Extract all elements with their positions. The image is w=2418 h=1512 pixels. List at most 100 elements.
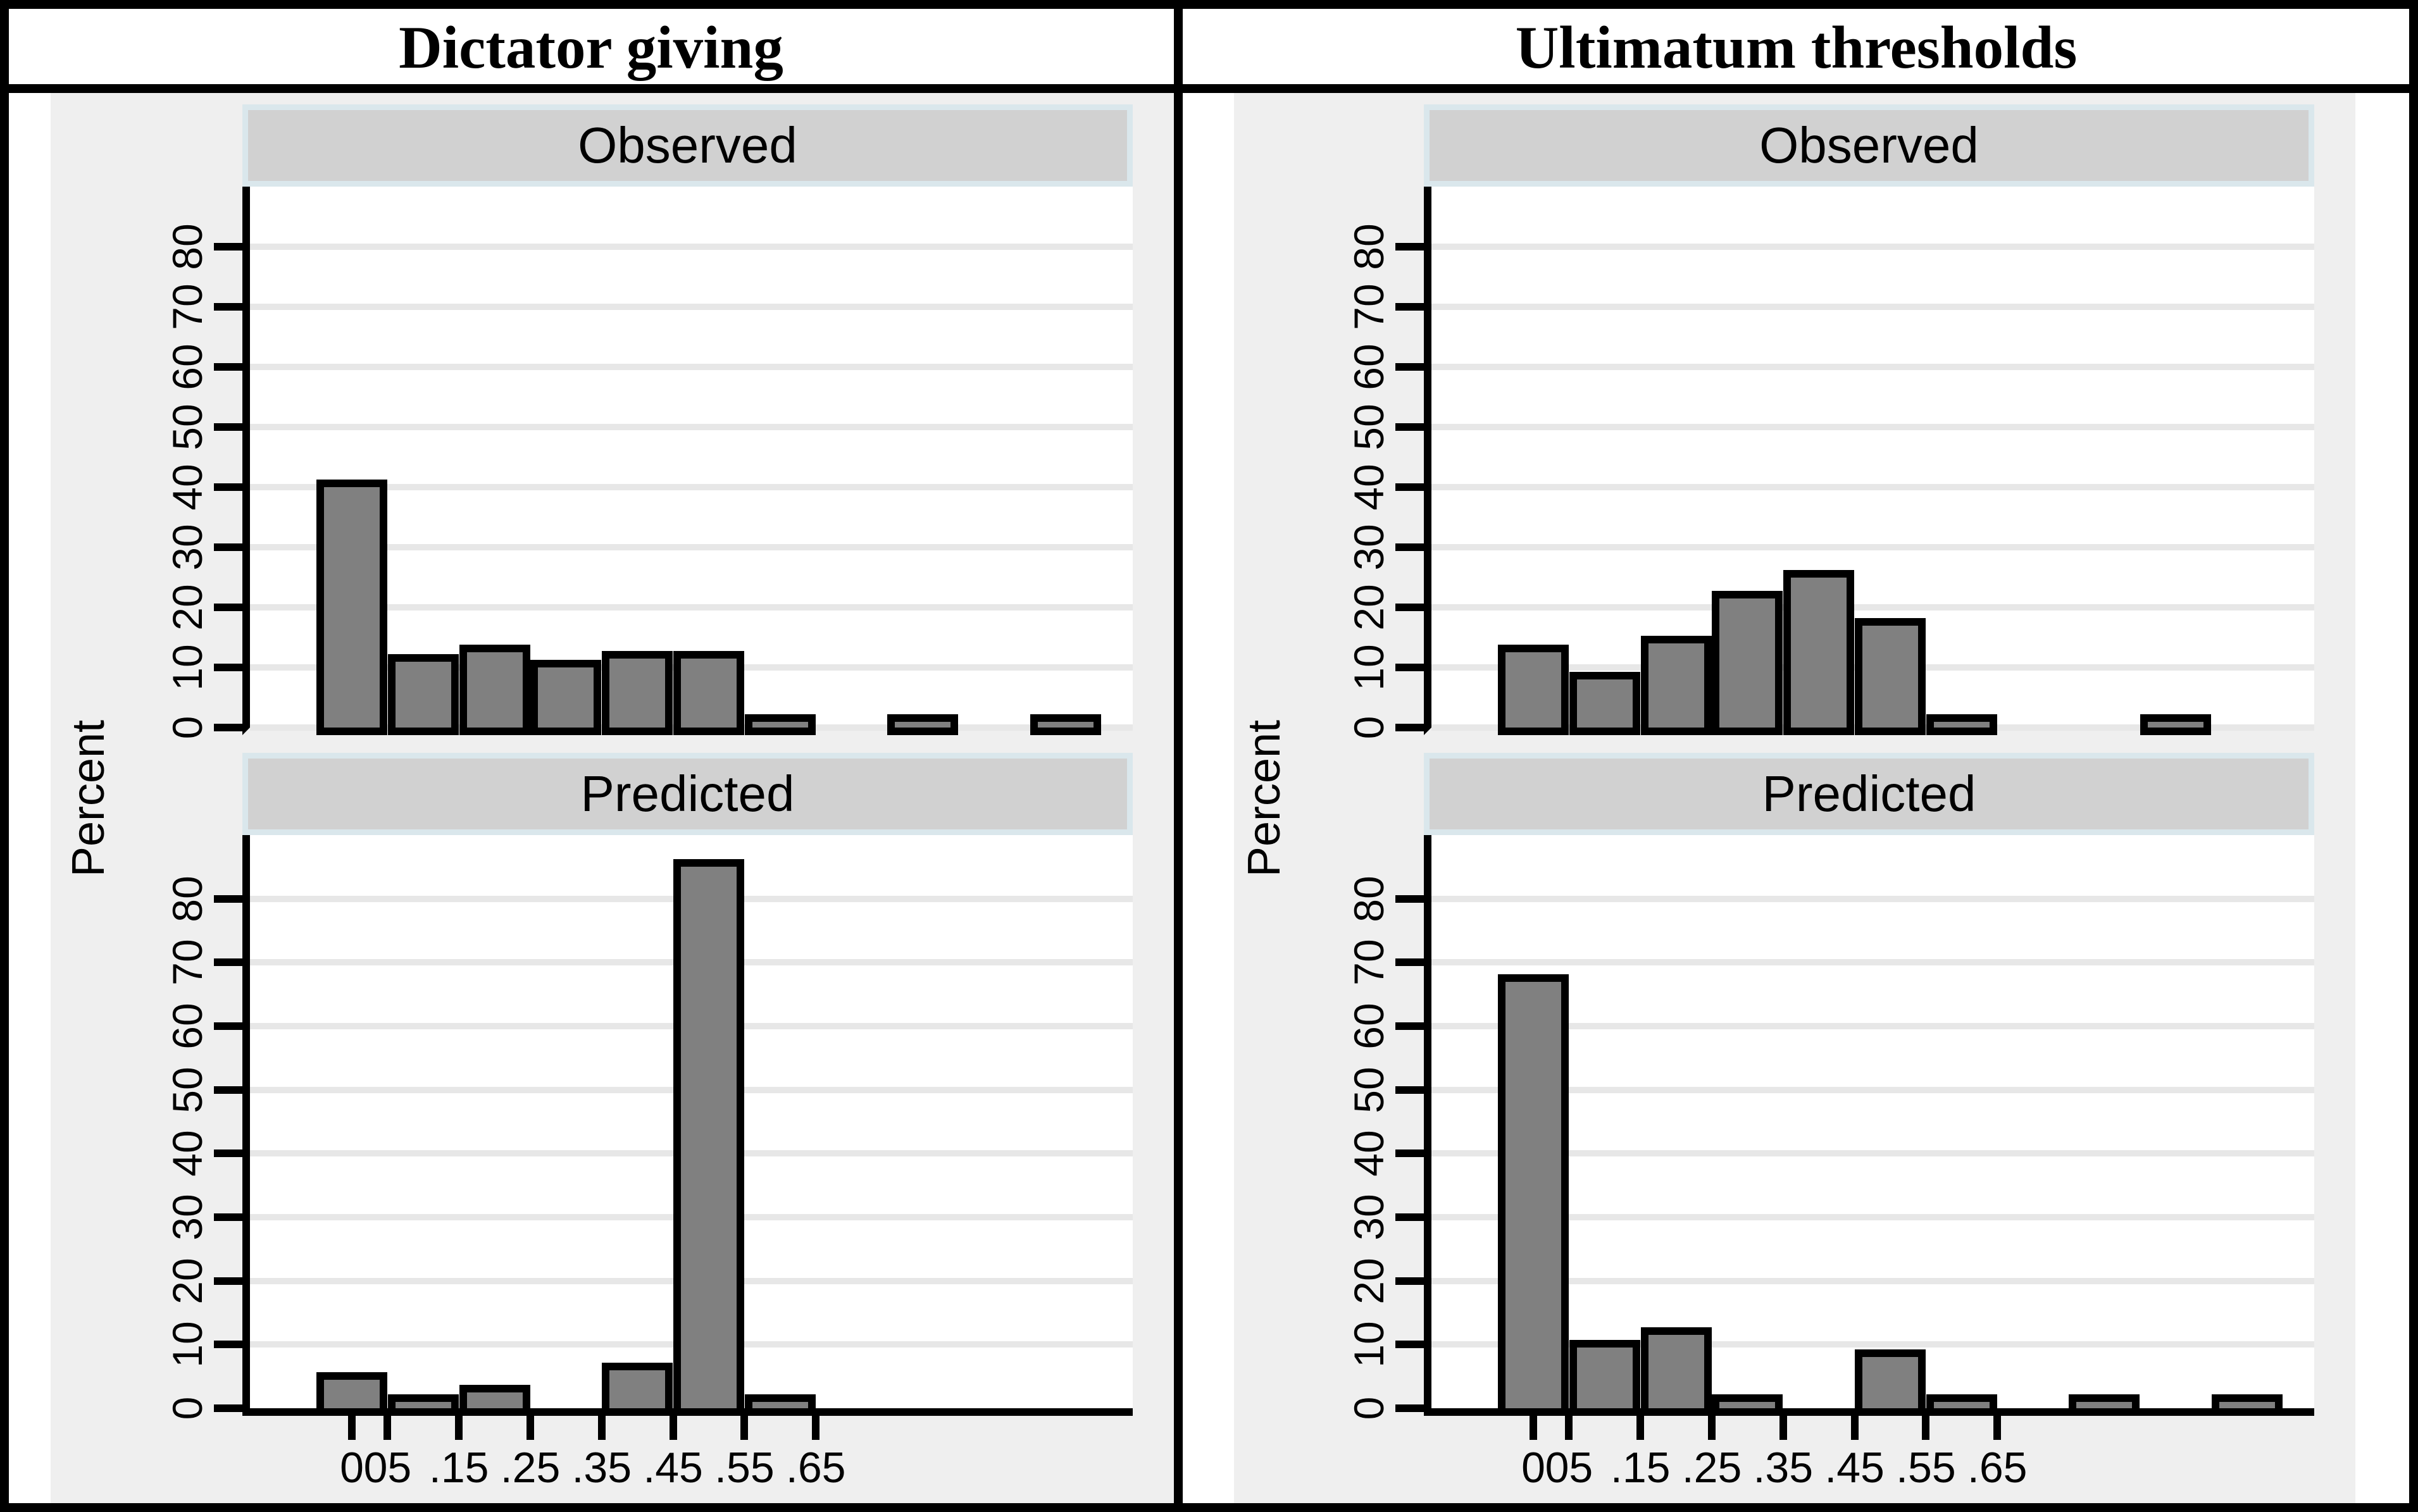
frame-bottom-border (0, 1503, 2418, 1512)
gridline-y70 (1431, 304, 2314, 310)
x-tick (383, 1416, 392, 1440)
histogram-bar-x0.2 (459, 1384, 530, 1416)
y-tick-label: 30 (164, 524, 211, 571)
y-tick-label: 70 (164, 939, 211, 986)
x-tick (597, 1416, 606, 1440)
y-tick (214, 1213, 242, 1221)
y-tick-label: 30 (164, 1194, 211, 1241)
y-tick (1395, 303, 1424, 311)
y-axis-title-left: Percent (63, 719, 114, 877)
gridline-y20 (250, 604, 1133, 610)
y-tick-label: 20 (164, 584, 211, 631)
histogram-bar-x0.8 (887, 714, 959, 735)
histogram-bar-x0 (1498, 645, 1569, 735)
histogram-bar-x0.6 (744, 714, 816, 735)
y-tick (1395, 243, 1424, 251)
histogram-bar-x0.1 (1569, 672, 1640, 735)
x-tick-label: .55 (1896, 1444, 1956, 1492)
y-tick-label: 80 (164, 875, 211, 922)
gridline-y50 (250, 424, 1133, 430)
x-tick (1530, 1416, 1537, 1440)
gridline-y10 (1431, 1341, 2314, 1348)
histogram-bar-x0.2 (1640, 1327, 1712, 1416)
x-tick-label: .45 (1824, 1444, 1885, 1492)
histogram-bar-x0.4 (602, 1362, 673, 1416)
histogram-bar-x0 (316, 1372, 387, 1416)
x-tick-label: .15 (428, 1444, 489, 1492)
histogram-bar-x0.1 (387, 1394, 459, 1416)
y-tick (1395, 483, 1424, 491)
y-tick (1395, 1149, 1424, 1158)
histogram-bar-x0.5 (1855, 617, 1926, 735)
histogram-bar-x0.5 (673, 859, 744, 1416)
y-tick-label: 0 (164, 716, 211, 740)
y-tick-label: 40 (1345, 464, 1392, 511)
gridline-y60 (1431, 364, 2314, 370)
y-tick-label: 10 (1345, 1321, 1392, 1368)
x-tick (1850, 1416, 1859, 1440)
column-divider (1174, 0, 1183, 1512)
y-tick (1395, 1341, 1424, 1349)
gridline-y20 (1431, 604, 2314, 610)
histogram-bar-x0.6 (1926, 1394, 1997, 1416)
y-tick (1395, 664, 1424, 671)
histogram-bar-x0 (316, 480, 387, 735)
y-tick-label: 40 (1345, 1130, 1392, 1177)
histogram-bar-x1 (2212, 1394, 2283, 1416)
gridline-y80 (1431, 895, 2314, 902)
gridline-y30 (1431, 544, 2314, 550)
gridline-y80 (1431, 244, 2314, 250)
y-tick (214, 724, 242, 731)
y-tick-label: 10 (1345, 644, 1392, 691)
gridline-y20 (1431, 1277, 2314, 1284)
x-tick (1565, 1416, 1573, 1440)
gridline-y30 (250, 544, 1133, 550)
x-tick-label: .35 (1753, 1444, 1814, 1492)
frame-top-border (0, 0, 2418, 9)
gridline-y40 (1431, 1150, 2314, 1157)
y-tick (214, 363, 242, 371)
x-tick-label: .15 (1610, 1444, 1671, 1492)
y-tick-label: 80 (1345, 223, 1392, 270)
x-tick-label: .65 (1967, 1444, 2028, 1492)
y-tick (214, 1277, 242, 1285)
y-tick-label: 60 (164, 1003, 211, 1050)
y-tick-label: 40 (164, 1130, 211, 1177)
x-tick (1993, 1416, 2002, 1440)
y-tick-label: 0 (1345, 716, 1392, 740)
y-tick-label: 60 (164, 344, 211, 390)
x-tick (1708, 1416, 1716, 1440)
y-axis-title-right: Percent (1239, 719, 1290, 877)
histogram-bar-x0.3 (1712, 1394, 1783, 1416)
histogram-bar-x0.3 (530, 660, 602, 735)
gridline-y70 (250, 304, 1133, 310)
gridline-y80 (250, 244, 1133, 250)
panel-header-observed-left: Observed (242, 104, 1133, 187)
x-tick (669, 1416, 677, 1440)
gridline-y40 (250, 484, 1133, 490)
histogram-bar-x0.2 (1640, 636, 1712, 735)
y-tick (1395, 604, 1424, 611)
y-tick (214, 423, 242, 431)
y-tick-label: 0 (1345, 1396, 1392, 1420)
y-tick (214, 243, 242, 251)
gridline-y60 (250, 364, 1133, 370)
y-tick (1395, 423, 1424, 431)
histogram-bar-x0.5 (673, 650, 744, 735)
y-tick-label: 20 (1345, 1257, 1392, 1304)
y-tick-label: 30 (1345, 524, 1392, 571)
x-tick-label: .35 (571, 1444, 632, 1492)
frame-left-border (0, 0, 9, 1512)
gridline-y40 (1431, 484, 2314, 490)
histogram-bar-x0.5 (1855, 1349, 1926, 1416)
x-tick-label: 05 (363, 1444, 412, 1492)
column-title-ultimatum-thresholds: Ultimatum thresholds (1515, 14, 2078, 81)
y-tick (214, 303, 242, 311)
x-tick-label: 05 (1545, 1444, 1593, 1492)
y-tick (1395, 1277, 1424, 1285)
plot-area-left-top (242, 187, 1133, 735)
x-tick (1636, 1416, 1645, 1440)
y-tick-label: 70 (1345, 939, 1392, 986)
y-tick (1395, 543, 1424, 551)
